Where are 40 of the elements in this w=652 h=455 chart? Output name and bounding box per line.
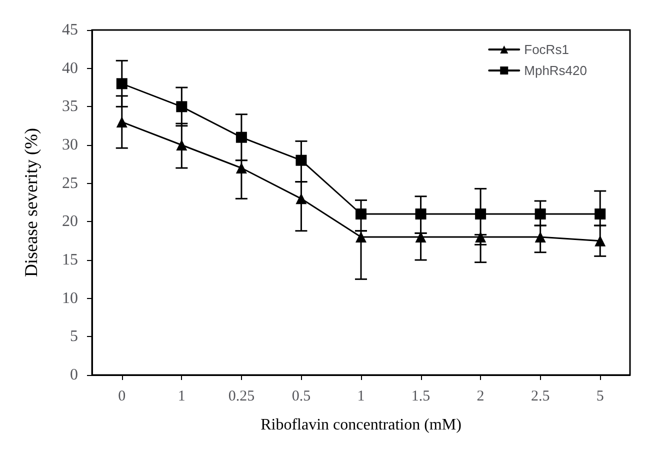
point: [116, 78, 128, 90]
y-tick-label: 45: [62, 22, 78, 38]
point: [356, 208, 366, 220]
point: [296, 154, 307, 166]
point: [534, 232, 546, 242]
point: [475, 208, 486, 220]
y-tick-label: 15: [62, 252, 78, 268]
y-tick-label: 40: [62, 60, 78, 77]
y-tick-label: 0: [70, 366, 78, 384]
point: [475, 232, 486, 242]
y-tick-label: 20: [62, 213, 78, 230]
x-tick-label: 1: [178, 388, 186, 404]
y-tick-label: 30: [62, 136, 78, 154]
x-tick-label: 1: [357, 388, 365, 404]
point: [415, 208, 426, 220]
x-tick-label: 0.25: [228, 388, 255, 404]
x-tick-label: 0: [118, 388, 126, 404]
point: [236, 132, 247, 143]
point: [296, 193, 307, 204]
x-tick-label: 2.5: [530, 388, 550, 404]
x-tick-label: 5: [596, 388, 604, 404]
point: [116, 116, 128, 128]
point: [236, 162, 247, 174]
point: [594, 235, 606, 246]
y-axis-title: Disease severity (%): [21, 128, 41, 277]
point: [356, 232, 366, 242]
y-tick-label: 25: [62, 174, 78, 192]
point: [176, 101, 188, 112]
point: [176, 140, 188, 150]
x-axis-title: Riboflavin concentration (mM): [260, 416, 462, 434]
point: [594, 208, 606, 220]
x-tick-label: 0.5: [292, 388, 311, 404]
legend-label: MphRs420: [524, 63, 588, 78]
y-tick-label: 10: [62, 290, 78, 307]
x-tick-label: 2: [476, 388, 484, 404]
y-tick-label: 35: [62, 98, 78, 116]
y-tick-label: 5: [70, 328, 78, 346]
x-tick-label: 1.5: [411, 388, 430, 404]
point: [534, 208, 546, 220]
legend-label: FocRs1: [524, 42, 569, 57]
